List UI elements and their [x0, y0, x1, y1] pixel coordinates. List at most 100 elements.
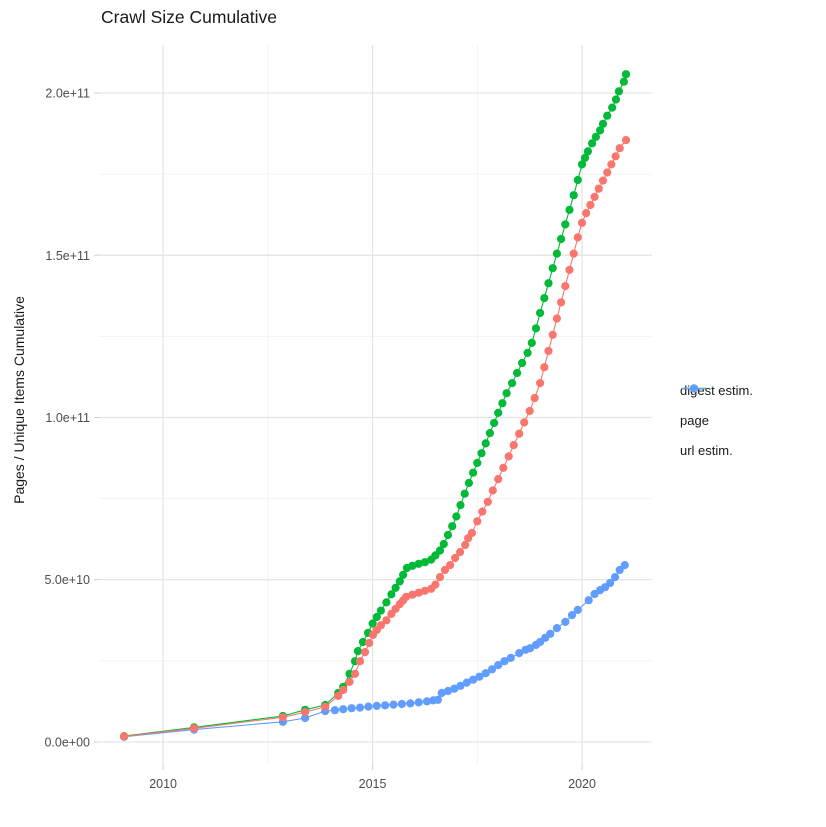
- data-point: [448, 522, 457, 531]
- data-point: [608, 103, 617, 112]
- data-point: [399, 570, 408, 580]
- data-point: [414, 698, 423, 707]
- data-point: [408, 590, 417, 599]
- x-tick-label: 2020: [568, 777, 596, 791]
- data-point: [190, 724, 199, 733]
- data-point: [506, 653, 515, 663]
- data-point: [548, 264, 557, 273]
- data-point: [456, 501, 465, 510]
- data-point: [507, 379, 517, 388]
- data-point: [515, 649, 524, 658]
- series-digest-estim: [120, 136, 631, 741]
- data-point: [525, 406, 534, 416]
- data-point: [372, 701, 381, 711]
- data-point: [485, 429, 494, 438]
- data-point: [552, 624, 562, 633]
- data-point: [387, 590, 396, 599]
- data-point: [473, 517, 482, 526]
- data-point: [397, 699, 406, 709]
- data-point: [611, 95, 621, 104]
- data-point: [552, 314, 562, 323]
- data-point: [548, 330, 557, 339]
- data-point: [381, 701, 390, 710]
- legend-label: url estim.: [680, 442, 733, 458]
- data-point: [389, 700, 398, 709]
- data-point: [527, 338, 536, 347]
- data-point: [355, 657, 365, 666]
- y-tick-label: 2.0e+11: [45, 87, 90, 101]
- data-point: [460, 489, 469, 498]
- data-point: [440, 565, 450, 575]
- data-point: [452, 512, 461, 521]
- data-point: [355, 703, 365, 712]
- data-point: [598, 119, 608, 128]
- data-point: [580, 153, 590, 162]
- data-point: [414, 559, 423, 568]
- data-point: [483, 497, 492, 506]
- data-point: [365, 638, 374, 648]
- data-point: [546, 629, 555, 639]
- data-point: [603, 111, 612, 120]
- y-tick-label: 0.0e+00: [44, 735, 90, 749]
- data-point: [567, 611, 577, 620]
- data-point: [582, 209, 591, 218]
- data-point: [339, 685, 348, 695]
- data-point: [611, 152, 620, 161]
- data-point: [278, 713, 287, 722]
- data-point: [301, 713, 310, 723]
- data-point: [376, 606, 385, 615]
- legend-label: digest estim.: [680, 382, 753, 398]
- data-point: [611, 573, 620, 582]
- data-point: [502, 389, 511, 398]
- data-point: [456, 681, 465, 690]
- data-point: [339, 705, 348, 714]
- data-point: [456, 548, 465, 557]
- data-point: [621, 70, 631, 79]
- data-point: [588, 139, 597, 148]
- data-point: [446, 561, 455, 570]
- data-point: [464, 478, 473, 488]
- data-point: [557, 234, 566, 244]
- data-point: [488, 486, 497, 495]
- data-point: [614, 87, 624, 96]
- data-point: [515, 429, 524, 438]
- data-point: [499, 463, 508, 472]
- legend-entry: page: [680, 384, 753, 430]
- data-point: [494, 661, 503, 670]
- data-point: [586, 200, 595, 210]
- data-point: [435, 573, 445, 582]
- data-point: [469, 675, 478, 684]
- data-point: [531, 324, 541, 333]
- data-point: [561, 220, 570, 229]
- data-point: [518, 358, 527, 368]
- data-point: [619, 77, 629, 86]
- data-point: [561, 617, 570, 627]
- data-point: [481, 439, 490, 448]
- gridlines-minor: [99, 45, 652, 765]
- data-point: [494, 475, 503, 484]
- legend-label: page: [680, 412, 709, 428]
- data-point: [473, 458, 482, 467]
- data-point: [360, 648, 370, 657]
- data-point: [477, 449, 486, 458]
- data-point: [391, 583, 400, 592]
- y-axis-title: Pages / Unique Items Cumulative: [11, 296, 27, 504]
- data-point: [462, 678, 471, 687]
- series-url-estim: [120, 561, 629, 741]
- data-point: [330, 706, 339, 715]
- data-point: [481, 669, 490, 678]
- data-point: [596, 126, 605, 135]
- data-point: [467, 528, 476, 538]
- data-point: [569, 249, 578, 258]
- legend-entry: url estim.: [680, 384, 753, 460]
- data-point: [504, 452, 513, 461]
- data-point: [120, 732, 129, 741]
- y-tick-label: 1.0e+11: [45, 411, 90, 425]
- series-page: [120, 70, 631, 741]
- data-point: [498, 399, 507, 408]
- data-point: [437, 688, 446, 698]
- data-point: [557, 298, 566, 307]
- data-point: [345, 677, 354, 687]
- data-point: [523, 348, 532, 357]
